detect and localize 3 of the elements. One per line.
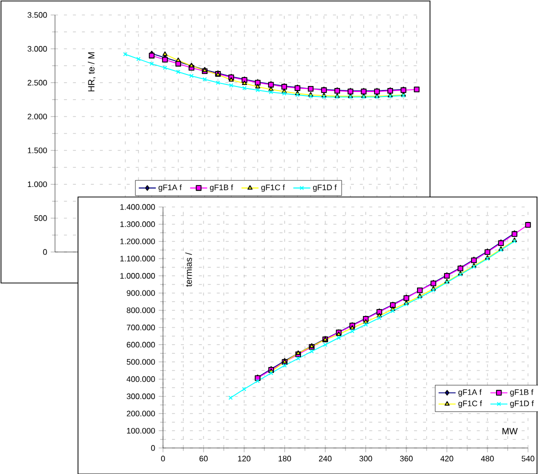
x-axis-title: MW	[502, 428, 518, 434]
y-axis-title: HR, te / M	[88, 52, 96, 92]
y-axis-title: termias /	[185, 252, 192, 287]
